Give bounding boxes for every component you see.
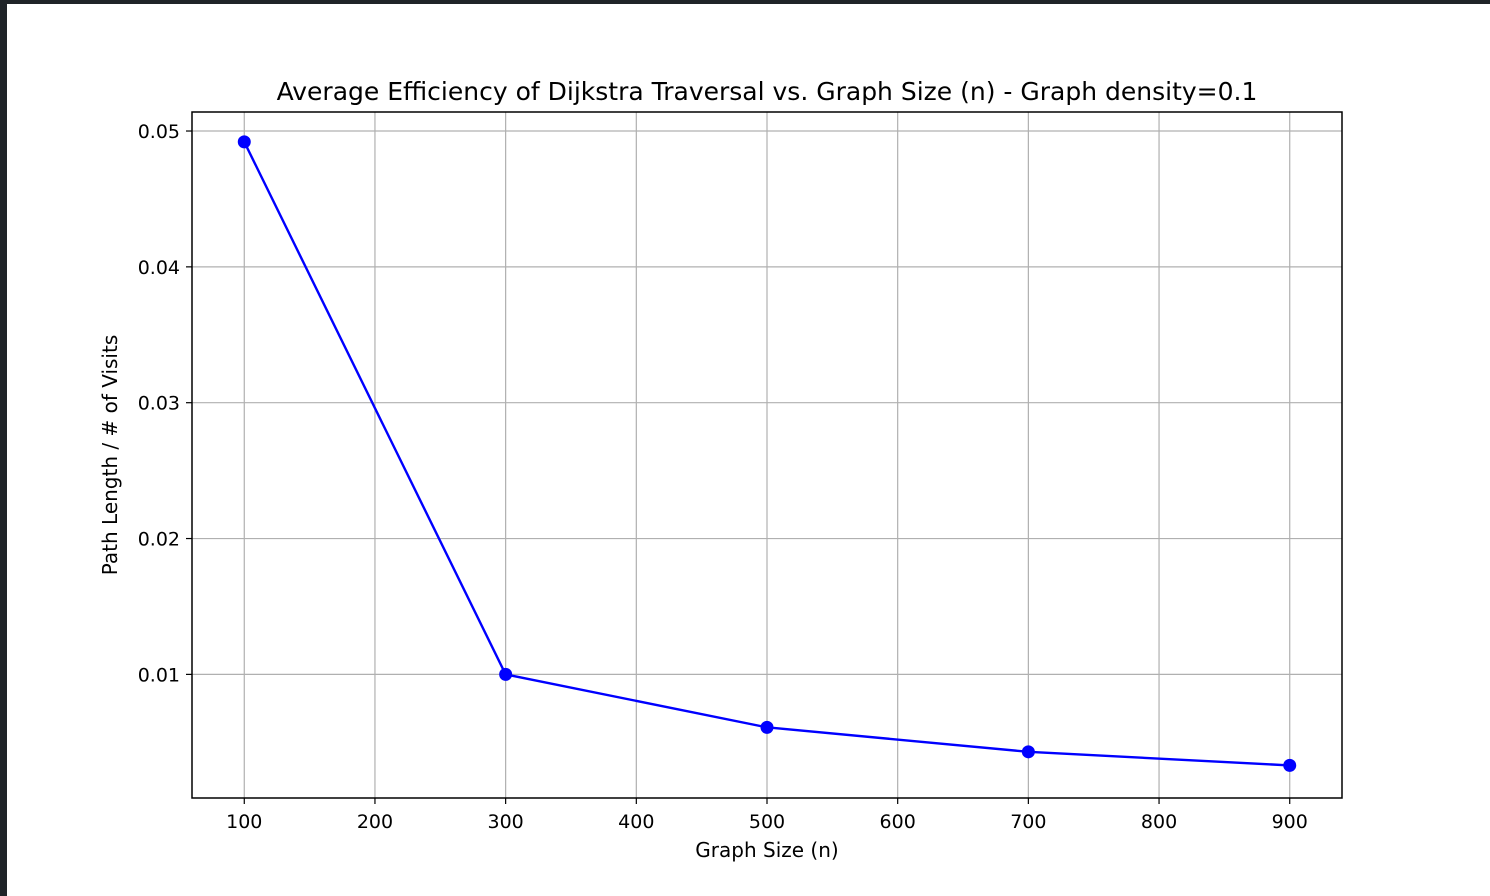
y-tick-label: 0.03 <box>138 393 180 415</box>
data-point <box>1283 758 1297 772</box>
x-tick-label: 900 <box>1272 811 1308 833</box>
x-tick-label: 500 <box>749 811 785 833</box>
y-tick-label: 0.04 <box>138 257 180 279</box>
x-tick-label: 600 <box>880 811 916 833</box>
x-tick-label: 100 <box>226 811 262 833</box>
x-axis-label: Graph Size (n) <box>695 838 838 862</box>
figure-canvas: 100 200 300 400 500 600 700 800 900 0.01 0.02 0.03 0… <box>7 4 1490 896</box>
data-point <box>1021 745 1035 759</box>
x-tick-label: 700 <box>1010 811 1046 833</box>
y-axis-label: Path Length / # of Visits <box>98 335 122 576</box>
data-point <box>760 720 774 734</box>
data-point <box>499 667 513 681</box>
x-tick-label: 800 <box>1141 811 1177 833</box>
x-tick-label: 200 <box>357 811 393 833</box>
x-tick-label: 400 <box>618 811 654 833</box>
y-tick-label: 0.01 <box>138 664 180 686</box>
y-tick-label: 0.05 <box>138 121 180 143</box>
x-tick-label: 300 <box>488 811 524 833</box>
data-point <box>237 135 251 149</box>
chart-title: Average Efficiency of Dijkstra Traversal… <box>277 77 1258 106</box>
line-chart: 100 200 300 400 500 600 700 800 900 0.01 0.02 0.03 0… <box>98 77 1343 862</box>
y-tick-label: 0.02 <box>138 529 180 551</box>
